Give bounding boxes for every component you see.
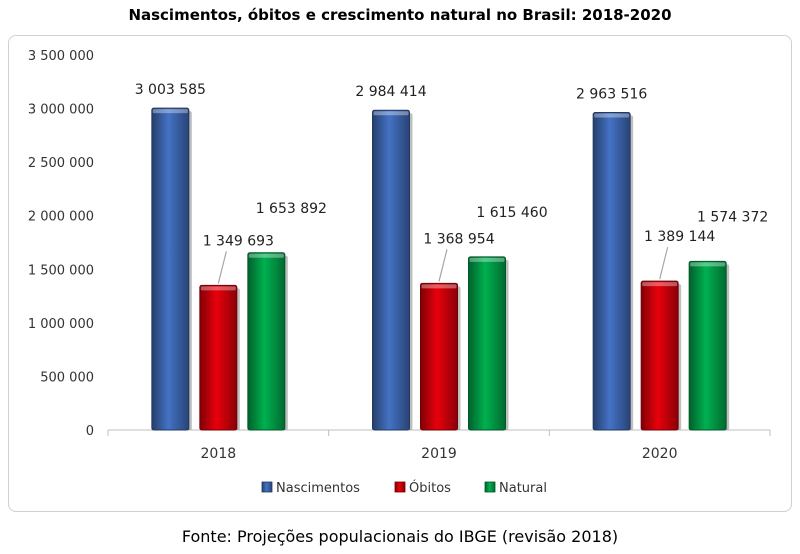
chart-title: Nascimentos, óbitos e crescimento natura…	[128, 6, 672, 24]
y-tick-label: 500 000	[40, 370, 94, 385]
y-tick-label: 2 500 000	[28, 156, 94, 171]
data-label: 3 003 585	[135, 82, 206, 98]
bar-óbitos-2018	[199, 284, 238, 431]
legend-swatch-natural	[484, 481, 496, 493]
y-tick-label: 3 500 000	[28, 49, 94, 64]
bar-óbitos-2020	[640, 280, 679, 431]
legend-swatch-nascimentos	[261, 481, 273, 493]
legend-label: Natural	[499, 481, 547, 496]
bar-nascimentos-2018	[151, 107, 190, 431]
x-category-label: 2020	[642, 446, 678, 462]
y-tick-label: 1 000 000	[28, 317, 94, 332]
bar-highlight	[690, 262, 726, 267]
y-tick-label: 2 000 000	[28, 210, 94, 225]
bar-highlight	[469, 257, 505, 262]
data-label: 1 615 460	[476, 205, 547, 221]
bar-highlight	[373, 111, 409, 116]
legend-label: Nascimentos	[276, 481, 360, 496]
legend-swatch-óbitos	[394, 481, 406, 493]
data-label-leader	[659, 247, 669, 280]
data-label-leader	[438, 249, 448, 282]
bar-highlight	[642, 282, 678, 287]
data-label: 1 653 892	[256, 201, 327, 217]
legend-label: Óbitos	[409, 480, 451, 496]
bar-natural-2018	[247, 252, 286, 431]
bar-nascimentos-2019	[372, 109, 410, 431]
y-tick-label: 0	[86, 424, 94, 439]
y-tick-label: 1 500 000	[28, 263, 94, 278]
bar-óbitos-2019	[420, 282, 458, 431]
bar-natural-2020	[688, 260, 727, 431]
data-label: 1 368 954	[423, 231, 494, 247]
bar-highlight	[594, 113, 630, 118]
bar-highlight	[421, 284, 457, 289]
data-label: 2 984 414	[355, 84, 426, 100]
bar-natural-2019	[468, 256, 506, 431]
data-label: 1 349 693	[203, 233, 274, 249]
data-label-leader	[217, 251, 227, 284]
bar-highlight	[248, 253, 284, 258]
data-label: 1 574 372	[697, 209, 768, 225]
y-tick-label: 3 000 000	[28, 103, 94, 118]
data-label: 1 389 144	[644, 229, 715, 245]
x-category-label: 2019	[421, 446, 457, 462]
x-category-label: 2018	[201, 446, 237, 462]
bar-highlight	[152, 109, 188, 114]
bar-highlight	[200, 286, 236, 291]
source-note: Fonte: Projeções populacionais do IBGE (…	[181, 527, 619, 546]
data-label: 2 963 516	[576, 86, 647, 102]
bar-nascimentos-2020	[592, 111, 631, 431]
